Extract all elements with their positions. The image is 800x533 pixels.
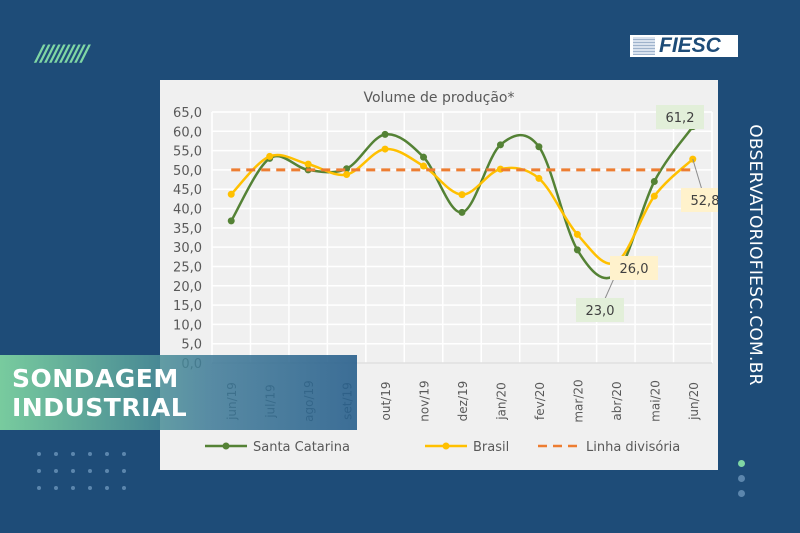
data-point <box>496 141 504 149</box>
decorative-dot <box>738 490 745 497</box>
y-tick-label: 25,0 <box>173 260 202 275</box>
logo-text: FIESC <box>659 34 721 57</box>
x-tick-label: abr/20 <box>610 381 624 420</box>
y-tick-label: 30,0 <box>173 241 202 256</box>
data-point <box>458 208 466 216</box>
y-tick-label: 20,0 <box>173 280 202 295</box>
fiesc-emblem-icon <box>633 37 655 55</box>
annotation-label: 52,8 <box>691 194 718 209</box>
y-tick-label: 5,0 <box>181 338 202 353</box>
data-point <box>420 153 428 161</box>
annotation-label: 61,2 <box>666 111 695 126</box>
legend-marker <box>222 442 230 450</box>
annotation-label: 23,0 <box>586 304 615 319</box>
data-point <box>420 162 428 170</box>
annotation-box <box>610 256 658 280</box>
x-tick-label: out/19 <box>379 382 393 421</box>
decorative-dot <box>105 452 109 456</box>
x-tick-label: jan/20 <box>494 382 508 421</box>
decorative-dot <box>105 486 109 490</box>
decorative-dot <box>37 452 41 456</box>
data-point <box>381 145 389 153</box>
decorative-dot <box>71 452 75 456</box>
x-tick-label: fev/20 <box>533 382 547 420</box>
chart-title: Volume de produção* <box>364 90 515 106</box>
x-tick-label: mar/20 <box>571 379 585 422</box>
legend-label: Santa Catarina <box>253 440 350 455</box>
decorative-dot <box>122 452 126 456</box>
data-point <box>381 130 389 138</box>
data-point <box>535 143 543 151</box>
annotation-box <box>576 298 624 322</box>
decorative-slashes: ////////// <box>36 42 89 67</box>
decorative-dot <box>88 469 92 473</box>
decorative-dot <box>738 475 745 482</box>
decorative-dot <box>37 469 41 473</box>
x-tick-label: nov/19 <box>418 380 432 421</box>
annotation-label: 26,0 <box>620 262 649 277</box>
data-point <box>573 230 581 238</box>
annotation-box <box>681 188 718 212</box>
decorative-dot <box>54 469 58 473</box>
y-tick-label: 65,0 <box>173 106 202 121</box>
data-point <box>227 190 235 198</box>
x-tick-label: jun/20 <box>687 382 701 421</box>
decorative-dot <box>37 486 41 490</box>
x-tick-label: mai/20 <box>648 380 662 422</box>
legend-marker <box>442 442 450 450</box>
data-point <box>227 217 235 225</box>
decorative-dot <box>54 486 58 490</box>
y-tick-label: 40,0 <box>173 203 202 218</box>
data-point <box>458 191 466 199</box>
decorative-dot <box>105 469 109 473</box>
decorative-dot <box>54 452 58 456</box>
y-tick-label: 15,0 <box>173 299 202 314</box>
data-point <box>343 171 351 179</box>
decorative-dot <box>88 452 92 456</box>
banner-title: SONDAGEM INDUSTRIAL <box>12 363 188 422</box>
data-point <box>650 178 658 186</box>
decorative-dot <box>122 469 126 473</box>
decorative-dot <box>122 486 126 490</box>
line-chart: Volume de produção*0,05,010,015,020,025,… <box>173 90 718 455</box>
decorative-dot <box>71 486 75 490</box>
data-point <box>573 246 581 254</box>
decorative-dot <box>71 469 75 473</box>
y-tick-label: 45,0 <box>173 183 202 198</box>
data-point <box>535 174 543 182</box>
fiesc-logo: FIESC <box>630 34 738 57</box>
y-tick-label: 50,0 <box>173 164 202 179</box>
legend-label: Brasil <box>473 440 509 455</box>
decorative-dot <box>88 486 92 490</box>
legend-label: Linha divisória <box>586 440 680 455</box>
y-tick-label: 55,0 <box>173 145 202 160</box>
website-url: OBSERVATORIOFIESC.COM.BR <box>745 124 765 386</box>
x-tick-label: dez/19 <box>456 381 470 422</box>
y-tick-label: 10,0 <box>173 318 202 333</box>
data-point <box>650 192 658 200</box>
data-point <box>304 160 312 168</box>
annotation-box <box>656 105 704 129</box>
decorative-dot <box>738 460 745 467</box>
y-tick-label: 60,0 <box>173 125 202 140</box>
data-point <box>266 152 274 160</box>
y-tick-label: 35,0 <box>173 222 202 237</box>
title-banner: SONDAGEM INDUSTRIAL <box>0 355 357 430</box>
